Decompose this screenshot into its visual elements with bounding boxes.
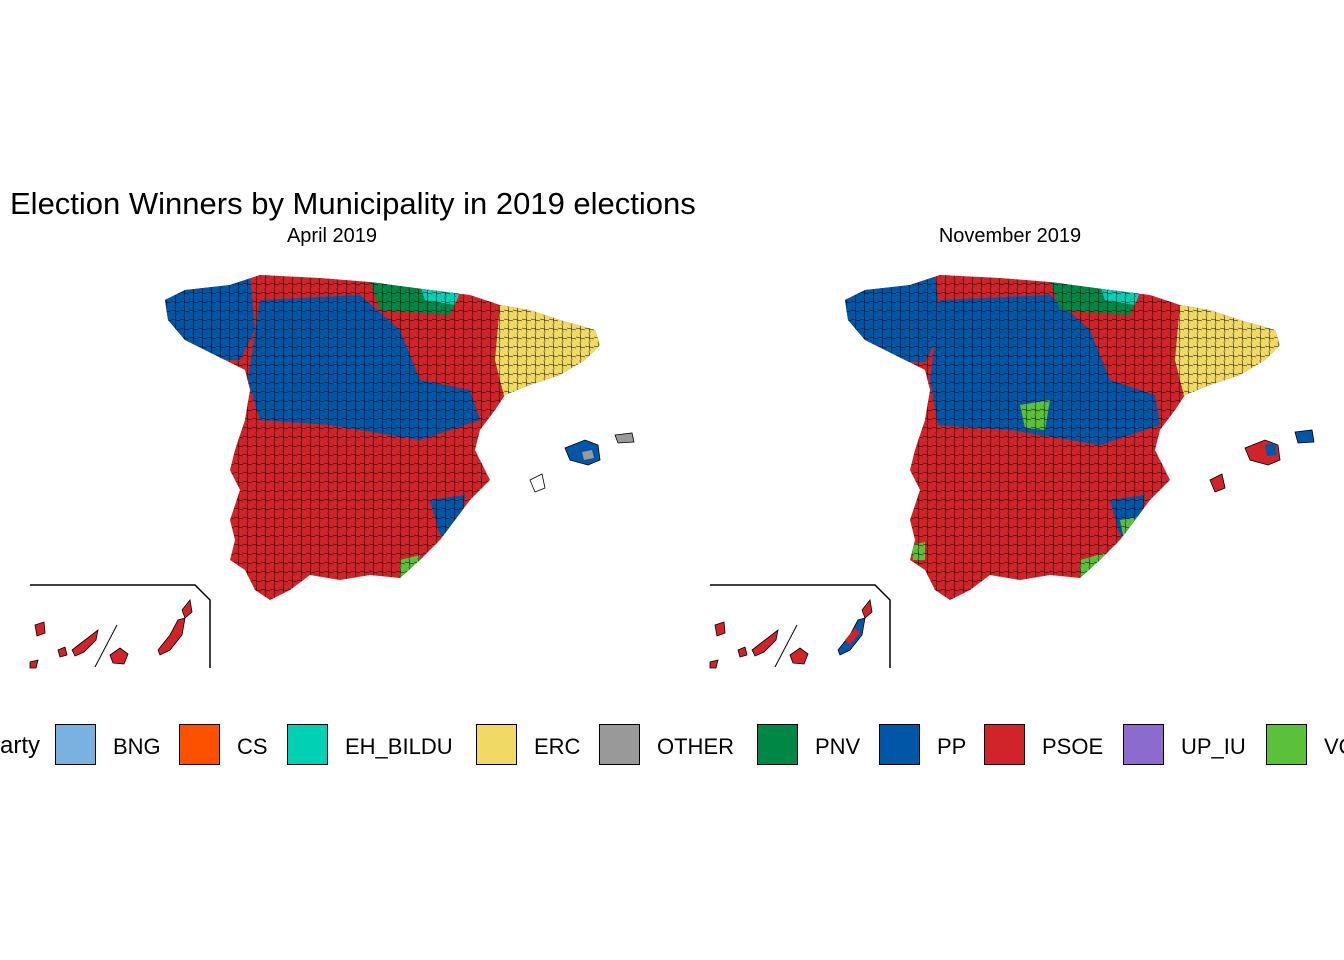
legend-key-other [599, 724, 640, 765]
legend-key-cs [179, 724, 220, 765]
legend-label-bng: BNG [113, 734, 161, 759]
legend-key-eh-bildu [287, 724, 328, 765]
legend-title: Party [0, 732, 41, 759]
facet-label-november: November 2019 [938, 225, 1082, 247]
legend-key-vox [1266, 724, 1307, 765]
legend-key-erc [476, 724, 517, 765]
legend-label-up-iu: UP_IU [1181, 734, 1246, 759]
legend-key-bng [55, 724, 96, 765]
legend-key-up-iu [1123, 724, 1164, 765]
legend-label-other: OTHER [657, 734, 734, 759]
facet-label-april: April 2019 [286, 225, 378, 247]
map-november-2019 [680, 255, 1344, 670]
legend-label-pp: PP [937, 734, 967, 759]
legend-label-eh-bildu: EH_BILDU [345, 734, 453, 759]
legend-key-psoe [984, 724, 1025, 765]
legend-label-vox: VOX [1324, 734, 1344, 759]
chart-title: Election Winners by Municipality in 2019… [10, 186, 696, 221]
legend-key-pnv [757, 724, 798, 765]
legend-key-pp [879, 724, 920, 765]
map-april-2019 [0, 255, 680, 670]
legend-label-cs: CS [237, 734, 268, 759]
legend: Party BNG CS EH_BILDU ERC OTHER PNV PP P… [0, 722, 1344, 770]
legend-label-psoe: PSOE [1042, 734, 1104, 759]
legend-label-pnv: PNV [815, 734, 861, 759]
legend-label-erc: ERC [534, 734, 581, 759]
